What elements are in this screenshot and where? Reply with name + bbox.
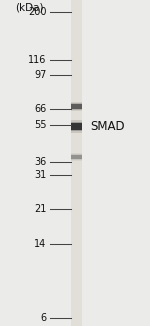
Text: 6: 6 <box>40 313 46 323</box>
Text: 36: 36 <box>34 157 46 167</box>
Text: 21: 21 <box>34 204 46 214</box>
Text: 200: 200 <box>28 7 46 17</box>
Text: 97: 97 <box>34 70 46 81</box>
Bar <box>71 103 82 110</box>
Bar <box>71 123 82 130</box>
Text: SMAD: SMAD <box>90 120 125 133</box>
Text: 116: 116 <box>28 55 46 65</box>
Text: 55: 55 <box>34 120 46 130</box>
Bar <box>71 154 82 160</box>
Bar <box>71 155 82 159</box>
Text: (kDa): (kDa) <box>15 2 44 12</box>
Bar <box>71 0 82 326</box>
Bar <box>71 122 82 131</box>
Bar <box>71 102 82 111</box>
Text: 14: 14 <box>34 239 46 249</box>
Bar <box>71 153 82 161</box>
Text: 66: 66 <box>34 104 46 114</box>
Bar <box>71 104 82 109</box>
Bar <box>71 120 82 133</box>
Text: 31: 31 <box>34 170 46 180</box>
